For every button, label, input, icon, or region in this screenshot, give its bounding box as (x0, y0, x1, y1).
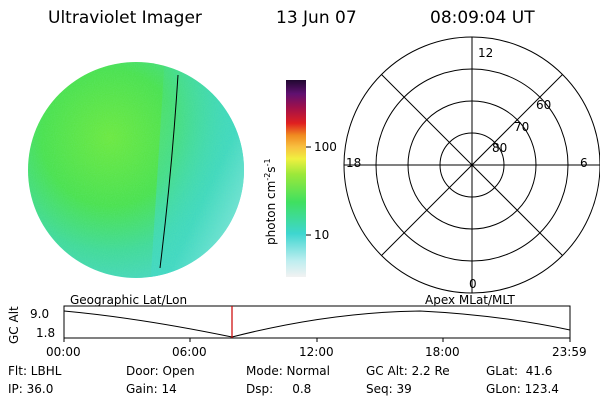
colorbar-ticks (306, 146, 311, 236)
gc-alt-axis-label: GC Alt (7, 306, 21, 344)
x-tick-0000: 00:00 (46, 345, 81, 359)
polar-grid (343, 36, 600, 294)
uv-image-disk (28, 62, 244, 278)
altitude-curve (63, 310, 571, 338)
colorbar (286, 80, 306, 277)
gc-alt-info: GC Alt: 2.2 Re (366, 364, 450, 378)
geo-coord-label: Geographic Lat/Lon (70, 293, 188, 307)
seq-info: Seq: 39 (366, 382, 412, 396)
terminator-line (159, 74, 179, 269)
gain-info: Gain: 14 (126, 382, 177, 396)
y-tick-9: 9.0 (30, 307, 50, 321)
x-tick-0600: 06:00 (172, 345, 207, 359)
door-info: Door: Open (126, 364, 195, 378)
glat-info: GLat: 41.6 (486, 364, 553, 378)
mlt-label-12: 12 (478, 46, 494, 60)
mlat-label-70: 70 (514, 120, 530, 134)
glon-info: GLon: 123.4 (486, 382, 559, 396)
mlt-label-18: 18 (346, 156, 362, 170)
mlat-label-60: 60 (536, 98, 552, 112)
y-tick-1-8: 1.8 (36, 326, 56, 340)
colorbar-tick-100: 100 (314, 140, 337, 154)
date-label: 13 Jun 07 (276, 8, 357, 28)
mlt-label-6: 6 (580, 156, 588, 170)
apex-coord-label: Apex MLat/MLT (425, 293, 515, 307)
x-tick-2359: 23:59 (552, 345, 587, 359)
x-tick-1800: 18:00 (425, 345, 460, 359)
x-tick-1200: 12:00 (299, 345, 334, 359)
colorbar-tick-10: 10 (314, 228, 330, 242)
ip-info: IP: 36.0 (8, 382, 54, 396)
mlat-label-80: 80 (492, 141, 508, 155)
mode-info: Mode: Normal (246, 364, 330, 378)
timeline-plot (63, 305, 571, 342)
dsp-info: Dsp: 0.8 (246, 382, 312, 396)
colorbar-unit-label: photon cm-2s-1 (263, 158, 278, 245)
time-label: 08:09:04 UT (430, 8, 535, 28)
filter-info: Flt: LBHL (8, 364, 62, 378)
mlt-label-0: 0 (469, 277, 477, 291)
instrument-title: Ultraviolet Imager (48, 8, 202, 28)
